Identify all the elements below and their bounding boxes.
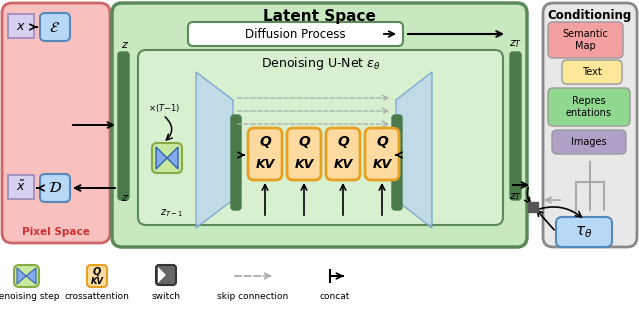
Text: skip connection: skip connection <box>217 292 288 301</box>
Text: $\tau_\theta$: $\tau_\theta$ <box>575 224 593 240</box>
FancyBboxPatch shape <box>326 128 360 180</box>
FancyBboxPatch shape <box>392 115 402 210</box>
Text: Q: Q <box>259 135 271 149</box>
Polygon shape <box>156 147 167 169</box>
FancyBboxPatch shape <box>365 128 399 180</box>
FancyBboxPatch shape <box>152 143 182 173</box>
Text: $z_T$: $z_T$ <box>509 38 522 50</box>
FancyBboxPatch shape <box>87 265 107 287</box>
FancyBboxPatch shape <box>548 88 630 126</box>
Text: Pixel Space: Pixel Space <box>22 227 90 237</box>
Text: Diffusion Process: Diffusion Process <box>245 27 346 41</box>
Text: Repres
entations: Repres entations <box>566 96 612 118</box>
Text: concat: concat <box>320 292 350 301</box>
Text: Q: Q <box>337 135 349 149</box>
Text: $\mathcal{E}$: $\mathcal{E}$ <box>49 19 61 34</box>
FancyBboxPatch shape <box>543 3 637 247</box>
FancyBboxPatch shape <box>510 52 521 200</box>
Text: KV: KV <box>334 158 353 170</box>
Text: $z_T$: $z_T$ <box>509 191 522 203</box>
FancyBboxPatch shape <box>40 174 70 202</box>
Text: $z_{T-1}$: $z_{T-1}$ <box>160 207 183 219</box>
Text: KV: KV <box>91 277 104 286</box>
FancyBboxPatch shape <box>552 130 626 154</box>
Text: switch: switch <box>151 292 180 301</box>
Polygon shape <box>8 175 34 199</box>
FancyBboxPatch shape <box>14 265 39 287</box>
Text: Latent Space: Latent Space <box>263 9 376 24</box>
FancyBboxPatch shape <box>118 52 129 200</box>
FancyBboxPatch shape <box>556 217 612 247</box>
Text: Q: Q <box>93 267 101 277</box>
FancyBboxPatch shape <box>248 128 282 180</box>
FancyBboxPatch shape <box>2 3 110 243</box>
FancyBboxPatch shape <box>138 50 503 225</box>
Polygon shape <box>17 268 26 284</box>
Polygon shape <box>158 267 166 283</box>
Text: $\tilde{x}$: $\tilde{x}$ <box>16 180 26 194</box>
Text: KV: KV <box>256 158 275 170</box>
Polygon shape <box>167 147 178 169</box>
Polygon shape <box>196 72 233 228</box>
FancyBboxPatch shape <box>231 115 241 210</box>
Text: Images: Images <box>571 137 607 147</box>
Text: z: z <box>121 40 127 50</box>
Text: $x$: $x$ <box>16 19 26 33</box>
FancyBboxPatch shape <box>188 22 403 46</box>
FancyBboxPatch shape <box>287 128 321 180</box>
Text: Q: Q <box>376 135 388 149</box>
Text: Semantic
Map: Semantic Map <box>562 29 608 51</box>
Text: $\times(T{-}1)$: $\times(T{-}1)$ <box>148 102 180 114</box>
Text: Text: Text <box>582 67 602 77</box>
Polygon shape <box>26 268 36 284</box>
Text: KV: KV <box>295 158 314 170</box>
FancyBboxPatch shape <box>40 13 70 41</box>
Text: Conditioning: Conditioning <box>548 9 632 21</box>
Text: crossattention: crossattention <box>65 292 130 301</box>
Text: z: z <box>121 193 127 203</box>
FancyBboxPatch shape <box>548 22 623 58</box>
Text: denoising step: denoising step <box>0 292 59 301</box>
Text: KV: KV <box>373 158 392 170</box>
Polygon shape <box>8 14 34 38</box>
Text: $\mathcal{D}$: $\mathcal{D}$ <box>48 181 62 196</box>
Text: Q: Q <box>298 135 310 149</box>
Polygon shape <box>396 72 432 228</box>
FancyBboxPatch shape <box>562 60 622 84</box>
FancyBboxPatch shape <box>112 3 527 247</box>
FancyBboxPatch shape <box>156 265 176 285</box>
Text: Denoising U-Net $\epsilon_\theta$: Denoising U-Net $\epsilon_\theta$ <box>261 55 380 71</box>
